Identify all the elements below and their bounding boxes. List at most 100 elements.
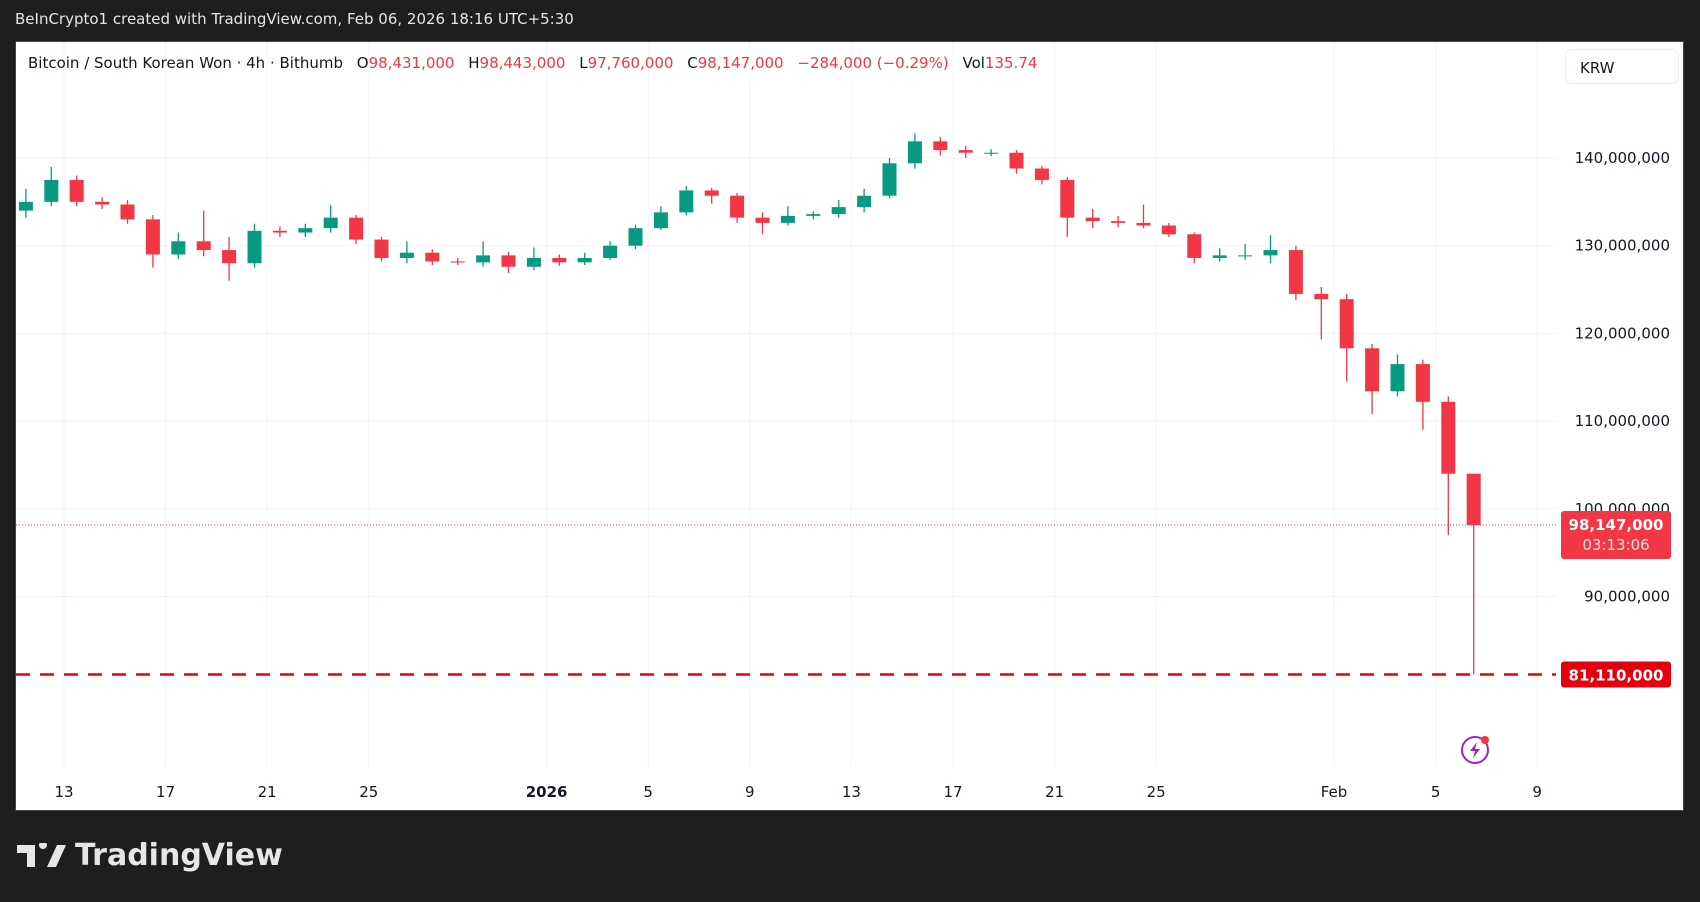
candle-body [349,217,364,240]
price-axis-label: 140,000,000 [1575,149,1670,167]
time-axis-label: 21 [1045,783,1064,801]
candle-body [882,163,897,196]
candle-body [628,228,643,246]
candle-body [1390,364,1405,392]
candle-body [44,179,59,202]
price-chart[interactable]: 90,000,000100,000,000110,000,000120,000,… [16,42,1685,812]
time-axis-label: 2026 [526,783,568,801]
candle-body [1263,250,1278,256]
last-price-label: 98,147,000 [1569,516,1664,534]
candle-body [425,252,440,262]
candle-body [298,228,313,233]
candle-body [1161,225,1176,235]
candle-body [272,230,287,233]
candle-body [399,252,414,258]
symbol-name[interactable]: Bitcoin / South Korean Won · 4h · Bithum… [28,54,343,72]
candle-body [1136,222,1151,226]
candle-body [1365,348,1380,392]
candle-body [1339,299,1354,349]
candle-body [69,179,84,202]
candle-body [1212,255,1227,258]
candle-body [476,255,491,263]
lightning-icon [1461,736,1489,764]
volume-label: Vol [962,54,985,72]
candle-body [552,257,567,263]
candle-body [1009,152,1024,169]
time-axis-label: 21 [258,783,277,801]
candle-body [755,217,770,223]
time-axis-label: 5 [1431,783,1441,801]
countdown-label: 03:13:06 [1582,536,1649,554]
symbol-legend: Bitcoin / South Korean Won · 4h · Bithum… [28,54,1037,72]
candle-body [679,190,694,213]
close-value: 98,147,000 [697,54,784,72]
candle-body [831,207,846,215]
time-axis-label: 13 [54,783,73,801]
time-axis-label: 25 [359,783,378,801]
level-label: 81,110,000 [1569,666,1664,684]
candle-body [1288,250,1303,294]
candle-body [1314,293,1329,300]
candle-body [984,152,999,154]
candle-body [1415,364,1430,402]
volume-value: 135.74 [984,54,1038,72]
candle-body [1111,221,1126,223]
candle-body [95,201,110,205]
chart-panel[interactable]: Bitcoin / South Korean Won · 4h · Bithum… [15,41,1684,811]
candle-body [958,150,973,153]
candle-body [907,141,922,164]
tradingview-logo-icon [17,842,66,867]
price-axis-label: 120,000,000 [1575,324,1670,342]
candle-body [933,141,948,151]
candle-body [374,239,389,258]
time-axis-label: 17 [156,783,175,801]
currency-button[interactable]: KRW [1565,49,1679,84]
time-axis-label: Feb [1321,783,1348,801]
candle-body [1060,179,1075,218]
candle-body [196,241,211,251]
time-axis-label: 9 [1532,783,1542,801]
candle-body [1238,255,1253,257]
candle-body [780,215,795,223]
price-axis-label: 130,000,000 [1575,237,1670,255]
price-axis-label: 110,000,000 [1575,412,1670,430]
time-axis-label: 13 [842,783,861,801]
time-axis-label: 5 [643,783,653,801]
candle-body [806,214,821,216]
candle-body [222,250,237,264]
notification-dot-icon [1481,736,1489,744]
time-axis-label: 25 [1147,783,1166,801]
close-label: C [687,54,698,72]
candle-body [120,204,135,220]
open-value: 98,431,000 [368,54,455,72]
candle-body [526,257,541,267]
high-label: H [468,54,480,72]
candle-body [501,255,516,267]
candle-body [1085,217,1100,222]
price-axis-label: 90,000,000 [1584,588,1670,606]
candle-body [1187,234,1202,258]
change-value: −284,000 (−0.29%) [797,54,949,72]
candle-body [577,257,592,263]
candle-body [857,195,872,208]
candle-body [704,190,719,196]
low-label: L [579,54,588,72]
candle-body [1034,168,1049,180]
chart-attribution-title: BeInCrypto1 created with TradingView.com… [15,10,574,28]
candle-body [730,195,745,218]
open-label: O [356,54,369,72]
candle-body [603,245,618,258]
high-value: 98,443,000 [479,54,566,72]
candle-body [145,219,160,255]
candle-body [171,241,186,255]
lightning-bolt-icon [1470,742,1480,758]
time-axis-label: 9 [745,783,755,801]
last-price-label-box [1561,511,1671,560]
candle-body [1466,473,1481,526]
time-axis-label: 17 [943,783,962,801]
low-value: 97,760,000 [587,54,674,72]
candle-body [1441,401,1456,474]
level-label-box [1561,661,1671,688]
tradingview-wordmark: TradingView [75,838,283,873]
tradingview-logo[interactable]: TradingView [17,838,283,873]
